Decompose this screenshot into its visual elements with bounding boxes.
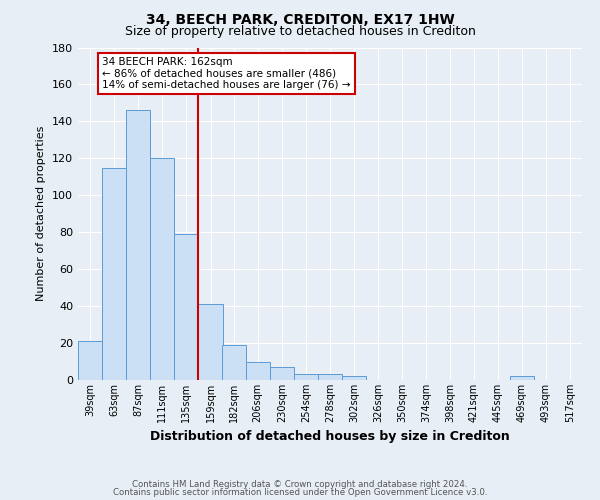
Bar [270,367,294,380]
Bar [126,110,150,380]
Text: 34 BEECH PARK: 162sqm
← 86% of detached houses are smaller (486)
14% of semi-det: 34 BEECH PARK: 162sqm ← 86% of detached … [102,56,350,90]
Bar [221,345,245,380]
Text: 34, BEECH PARK, CREDITON, EX17 1HW: 34, BEECH PARK, CREDITON, EX17 1HW [146,12,454,26]
Bar [199,304,223,380]
Text: Contains public sector information licensed under the Open Government Licence v3: Contains public sector information licen… [113,488,487,497]
Bar [78,341,102,380]
Bar [245,362,270,380]
Text: Contains HM Land Registry data © Crown copyright and database right 2024.: Contains HM Land Registry data © Crown c… [132,480,468,489]
Bar [294,374,318,380]
Text: Size of property relative to detached houses in Crediton: Size of property relative to detached ho… [125,25,475,38]
Bar [150,158,175,380]
Bar [102,168,126,380]
Bar [342,376,366,380]
Bar [175,234,199,380]
Bar [318,374,342,380]
Y-axis label: Number of detached properties: Number of detached properties [37,126,46,302]
Bar [510,376,534,380]
X-axis label: Distribution of detached houses by size in Crediton: Distribution of detached houses by size … [150,430,510,444]
